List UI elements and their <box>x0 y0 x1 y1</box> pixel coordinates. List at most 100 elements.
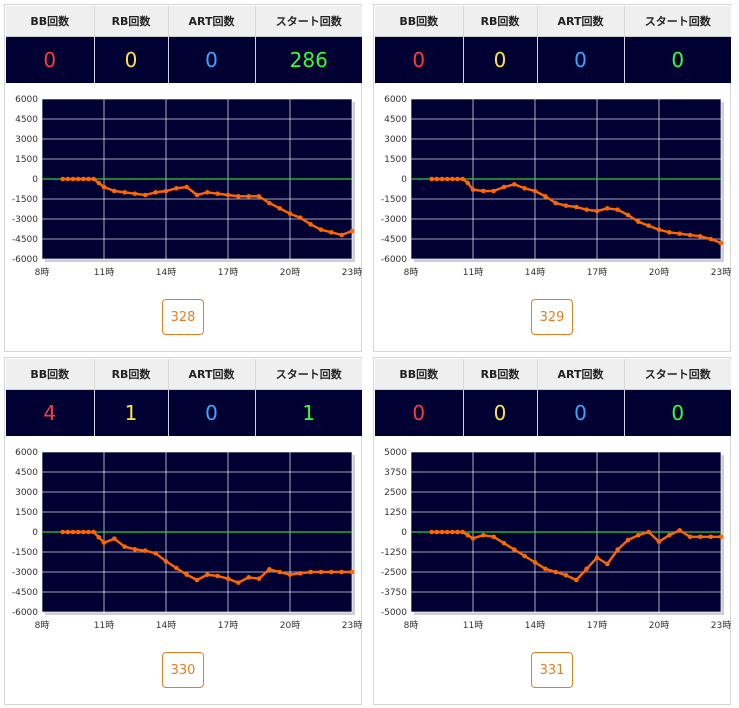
data-point <box>584 207 589 212</box>
y-tick-label: -1500 <box>12 548 38 558</box>
stats-table: BB回数 RB回数 ART回数 スタート回数 0 0 0 0 <box>375 6 731 83</box>
data-point <box>687 534 693 540</box>
y-tick-label: -1500 <box>12 195 38 205</box>
data-point <box>444 176 450 182</box>
y-tick-label: 0 <box>32 175 38 185</box>
y-tick-label: 1500 <box>15 155 38 165</box>
y-tick-label: 0 <box>401 528 407 538</box>
data-point <box>70 176 76 182</box>
data-point <box>75 176 81 182</box>
data-point <box>605 561 610 567</box>
data-point <box>339 232 344 238</box>
x-tick-label: 23時 <box>711 267 731 278</box>
data-point <box>574 204 579 210</box>
data-point <box>60 529 65 535</box>
y-tick-label: -6000 <box>12 255 38 265</box>
data-point <box>132 191 138 196</box>
art-count: 0 <box>168 36 256 83</box>
data-point <box>329 569 334 575</box>
y-tick-label: -1250 <box>381 548 407 558</box>
machine-panel-3: BB回数 RB回数 ART回数 スタート回数 4 1 0 1 6000 4500 3… <box>4 357 362 705</box>
data-point <box>522 186 527 191</box>
data-point <box>594 555 600 560</box>
data-point <box>532 560 538 565</box>
machine-number-button[interactable]: 331 <box>531 652 573 688</box>
data-point <box>522 553 527 559</box>
y-tick-label: 3000 <box>384 135 407 145</box>
header-rb: RB回数 <box>94 6 169 37</box>
art-count: 0 <box>537 389 625 436</box>
y-tick-label: 2500 <box>384 488 407 498</box>
data-point <box>553 200 558 206</box>
y-tick-label: -4500 <box>12 588 38 598</box>
data-point <box>450 529 455 535</box>
header-start: スタート回数 <box>624 359 731 390</box>
data-point <box>101 184 107 190</box>
header-bb: BB回数 <box>375 359 464 390</box>
data-point <box>81 176 86 182</box>
x-tick-label: 8時 <box>404 267 419 278</box>
data-point <box>646 223 651 228</box>
data-point <box>112 536 117 541</box>
x-tick-label: 23時 <box>342 620 362 631</box>
rb-count: 0 <box>94 36 169 83</box>
data-point <box>656 539 662 544</box>
data-point <box>122 190 127 195</box>
data-point <box>594 208 600 214</box>
data-point <box>205 572 210 577</box>
x-tick-label: 20時 <box>280 620 300 631</box>
header-start: スタート回数 <box>255 6 362 37</box>
data-point <box>65 529 71 535</box>
x-tick-label: 20時 <box>649 267 669 278</box>
y-tick-label: 3000 <box>15 135 38 145</box>
data-point <box>65 176 71 182</box>
data-point <box>470 187 476 192</box>
bb-count: 4 <box>6 389 95 436</box>
data-point <box>184 572 189 577</box>
data-point <box>143 192 148 198</box>
bb-count: 0 <box>6 36 95 83</box>
x-tick-label: 20時 <box>649 620 669 631</box>
machine-number-button[interactable]: 328 <box>162 299 204 335</box>
machine-number-button[interactable]: 329 <box>531 299 573 335</box>
slump-chart: 6000 4500 3000 1500 0 -1500 -3000 -4500 -6000 8時 1… <box>12 95 362 278</box>
x-tick-label: 11時 <box>463 620 483 631</box>
header-start: スタート回数 <box>624 6 731 37</box>
x-tick-label: 11時 <box>463 267 483 278</box>
machine-number-button[interactable]: 330 <box>162 652 204 688</box>
x-tick-label: 14時 <box>156 267 176 278</box>
data-point <box>70 529 76 535</box>
data-point <box>329 230 334 235</box>
x-tick-label: 23時 <box>711 620 731 631</box>
data-point <box>308 222 313 227</box>
data-point <box>184 184 189 190</box>
slump-chart: 6000 4500 3000 1500 0 -1500 -3000 -4500 -6000 8時 1… <box>381 95 731 278</box>
data-point <box>112 188 117 194</box>
data-point <box>318 227 324 232</box>
data-point <box>86 176 91 182</box>
data-point <box>60 176 65 182</box>
start-count: 286 <box>255 36 362 83</box>
data-point <box>236 194 241 199</box>
data-point <box>429 529 434 535</box>
data-point <box>86 529 91 535</box>
data-point <box>625 537 631 543</box>
header-bb: BB回数 <box>375 6 464 37</box>
start-count: 0 <box>624 389 731 436</box>
data-point <box>96 535 102 540</box>
data-point <box>298 571 303 576</box>
data-point <box>708 236 713 242</box>
data-point <box>465 180 471 186</box>
data-point <box>698 234 703 239</box>
data-point <box>339 569 344 575</box>
data-point <box>194 577 200 583</box>
data-point <box>512 182 517 187</box>
data-point <box>677 528 682 533</box>
y-tick-label: 0 <box>32 528 38 538</box>
y-tick-label: 1500 <box>384 155 407 165</box>
machine-panel-4: BB回数 RB回数 ART回数 スタート回数 0 0 0 0 5000 3750 2… <box>373 357 731 705</box>
data-point <box>246 575 251 580</box>
header-rb: RB回数 <box>463 6 538 37</box>
slump-chart: 5000 3750 2500 1250 0 -1250 -2500 -3750 -5000 8時 1… <box>381 448 731 631</box>
x-tick-label: 17時 <box>218 267 238 278</box>
